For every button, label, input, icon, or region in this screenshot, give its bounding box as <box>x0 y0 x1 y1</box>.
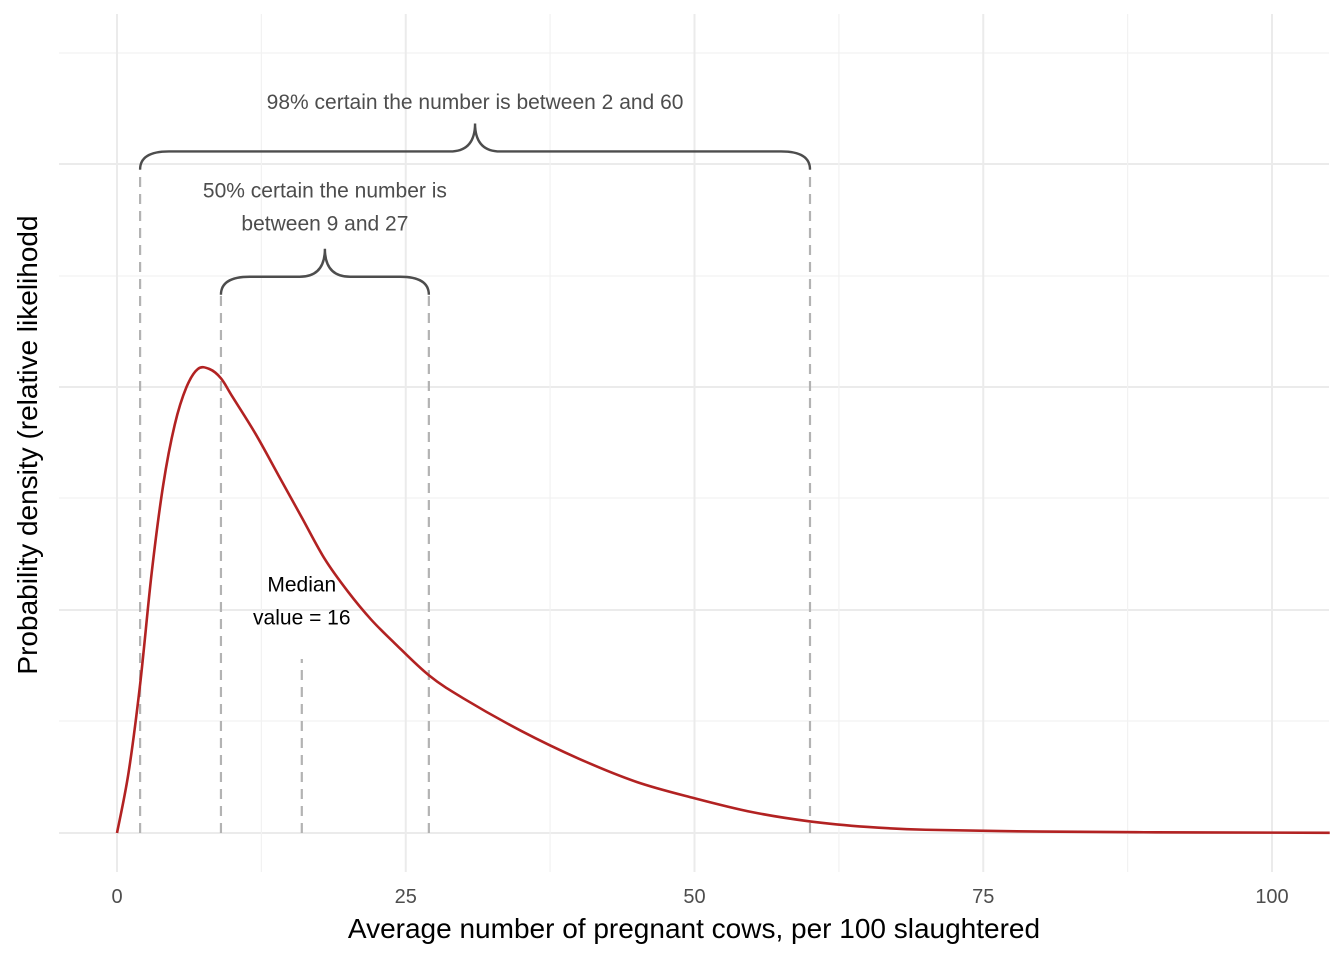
density-curve <box>115 365 1330 835</box>
y-axis-title: Probability density (relative likelihodd <box>12 215 43 674</box>
vertical-marker-layer <box>139 169 812 833</box>
annotation-text: 50% certain the number is <box>203 179 447 202</box>
interval-brace <box>138 123 812 170</box>
annotation-text: 98% certain the number is between 2 and … <box>267 91 684 114</box>
x-tick-label: 0 <box>111 886 122 908</box>
interval-brace <box>219 248 431 295</box>
x-tick-layer: 0 25 50 75 100 <box>111 886 1288 908</box>
x-tick-label: 100 <box>1255 886 1288 908</box>
grid-layer <box>59 14 1329 872</box>
annotation-text: Median <box>267 574 336 597</box>
annotation-text: value = 16 <box>253 607 351 630</box>
annotation-text: between 9 and 27 <box>241 212 408 235</box>
annotation-layer: 98% certain the number is between 2 and … <box>203 91 684 630</box>
brace-layer <box>138 123 812 295</box>
x-tick-label: 25 <box>395 886 417 908</box>
x-tick-label: 50 <box>683 886 705 908</box>
x-tick-label: 75 <box>972 886 994 908</box>
x-axis-title: Average number of pregnant cows, per 100… <box>348 913 1040 944</box>
curve-layer <box>115 365 1330 835</box>
